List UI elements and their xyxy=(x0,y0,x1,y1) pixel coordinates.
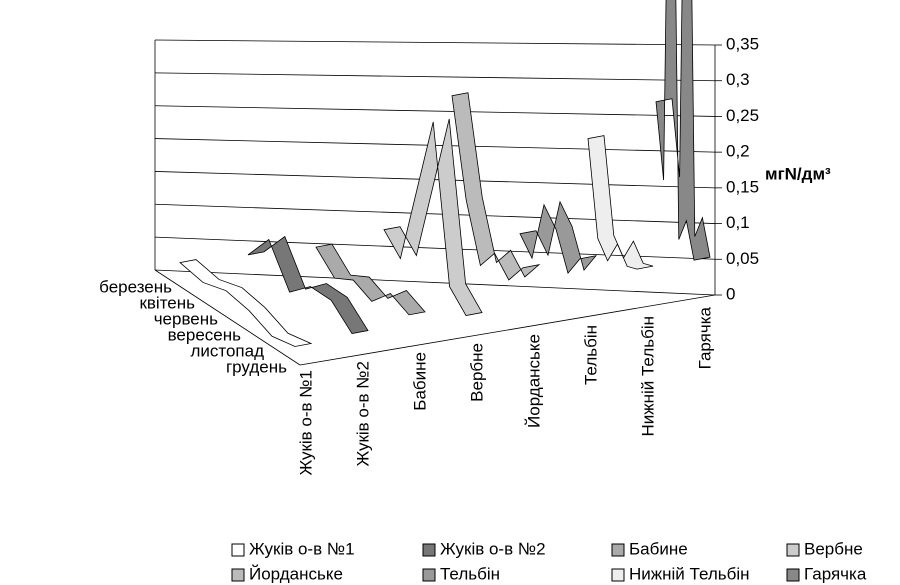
y-tick-label: 0,15 xyxy=(726,177,759,196)
legend-swatch xyxy=(786,568,800,582)
ribbon xyxy=(587,135,654,270)
site-label: Жуків о-в №2 xyxy=(353,361,372,467)
month-label: вересень xyxy=(168,325,242,344)
month-label: березень xyxy=(99,277,172,296)
y-tick-label: 0,05 xyxy=(726,249,759,268)
ribbon xyxy=(315,243,426,316)
legend-label: Бабине xyxy=(629,539,688,558)
grid-line xyxy=(154,72,716,82)
y-tick-label: 0,2 xyxy=(726,142,750,161)
y-axis-label: мгN/дм³ xyxy=(765,164,831,183)
legend-label: Нижній Тельбін xyxy=(629,564,750,583)
legend-label: Вербне xyxy=(804,539,863,558)
ribbon xyxy=(655,0,711,261)
ribbon xyxy=(179,259,313,347)
site-label: Жуків о-в №1 xyxy=(296,370,315,476)
legend-label: Йорданське xyxy=(249,564,343,583)
grid-line xyxy=(154,203,716,224)
legend-swatch xyxy=(231,543,245,557)
legend-label: Жуків о-в №1 xyxy=(249,539,355,558)
grid-line xyxy=(154,39,716,46)
legend-swatch xyxy=(611,568,625,582)
y-tick-label: 0,1 xyxy=(726,213,750,232)
month-label: листопад xyxy=(190,341,264,360)
legend-label: Жуків о-в №2 xyxy=(440,539,546,558)
site-label: Йорданське xyxy=(524,334,543,428)
ribbon xyxy=(247,235,369,335)
floor-edge xyxy=(154,269,301,366)
ribbon xyxy=(519,200,598,274)
y-tick-label: 0 xyxy=(726,284,735,303)
grid-line xyxy=(154,269,716,296)
site-label: Вербне xyxy=(467,343,486,402)
ribbon xyxy=(451,92,541,281)
grid-line xyxy=(154,105,716,117)
y-tick-label: 0,3 xyxy=(726,70,750,89)
ribbon xyxy=(383,118,483,317)
floor-edge xyxy=(299,294,716,366)
legend-label: Гарячка xyxy=(804,564,867,583)
legend-swatch xyxy=(422,568,436,582)
month-label: грудень xyxy=(226,357,287,376)
legend-swatch xyxy=(786,543,800,557)
legend-swatch xyxy=(422,543,436,557)
legend-label: Тельбін xyxy=(440,564,500,583)
legend-swatch xyxy=(231,568,245,582)
month-label: червень xyxy=(154,309,218,328)
month-label: квітень xyxy=(139,293,195,312)
site-label: Тельбін xyxy=(581,325,600,385)
site-label: Бабине xyxy=(410,352,429,411)
y-tick-label: 0,35 xyxy=(726,34,759,53)
legend-swatch xyxy=(611,543,625,557)
site-label: Нижній Тельбін xyxy=(638,316,657,437)
site-label: Гарячка xyxy=(695,306,714,369)
grid-line xyxy=(154,236,716,260)
y-tick-label: 0,25 xyxy=(726,106,759,125)
